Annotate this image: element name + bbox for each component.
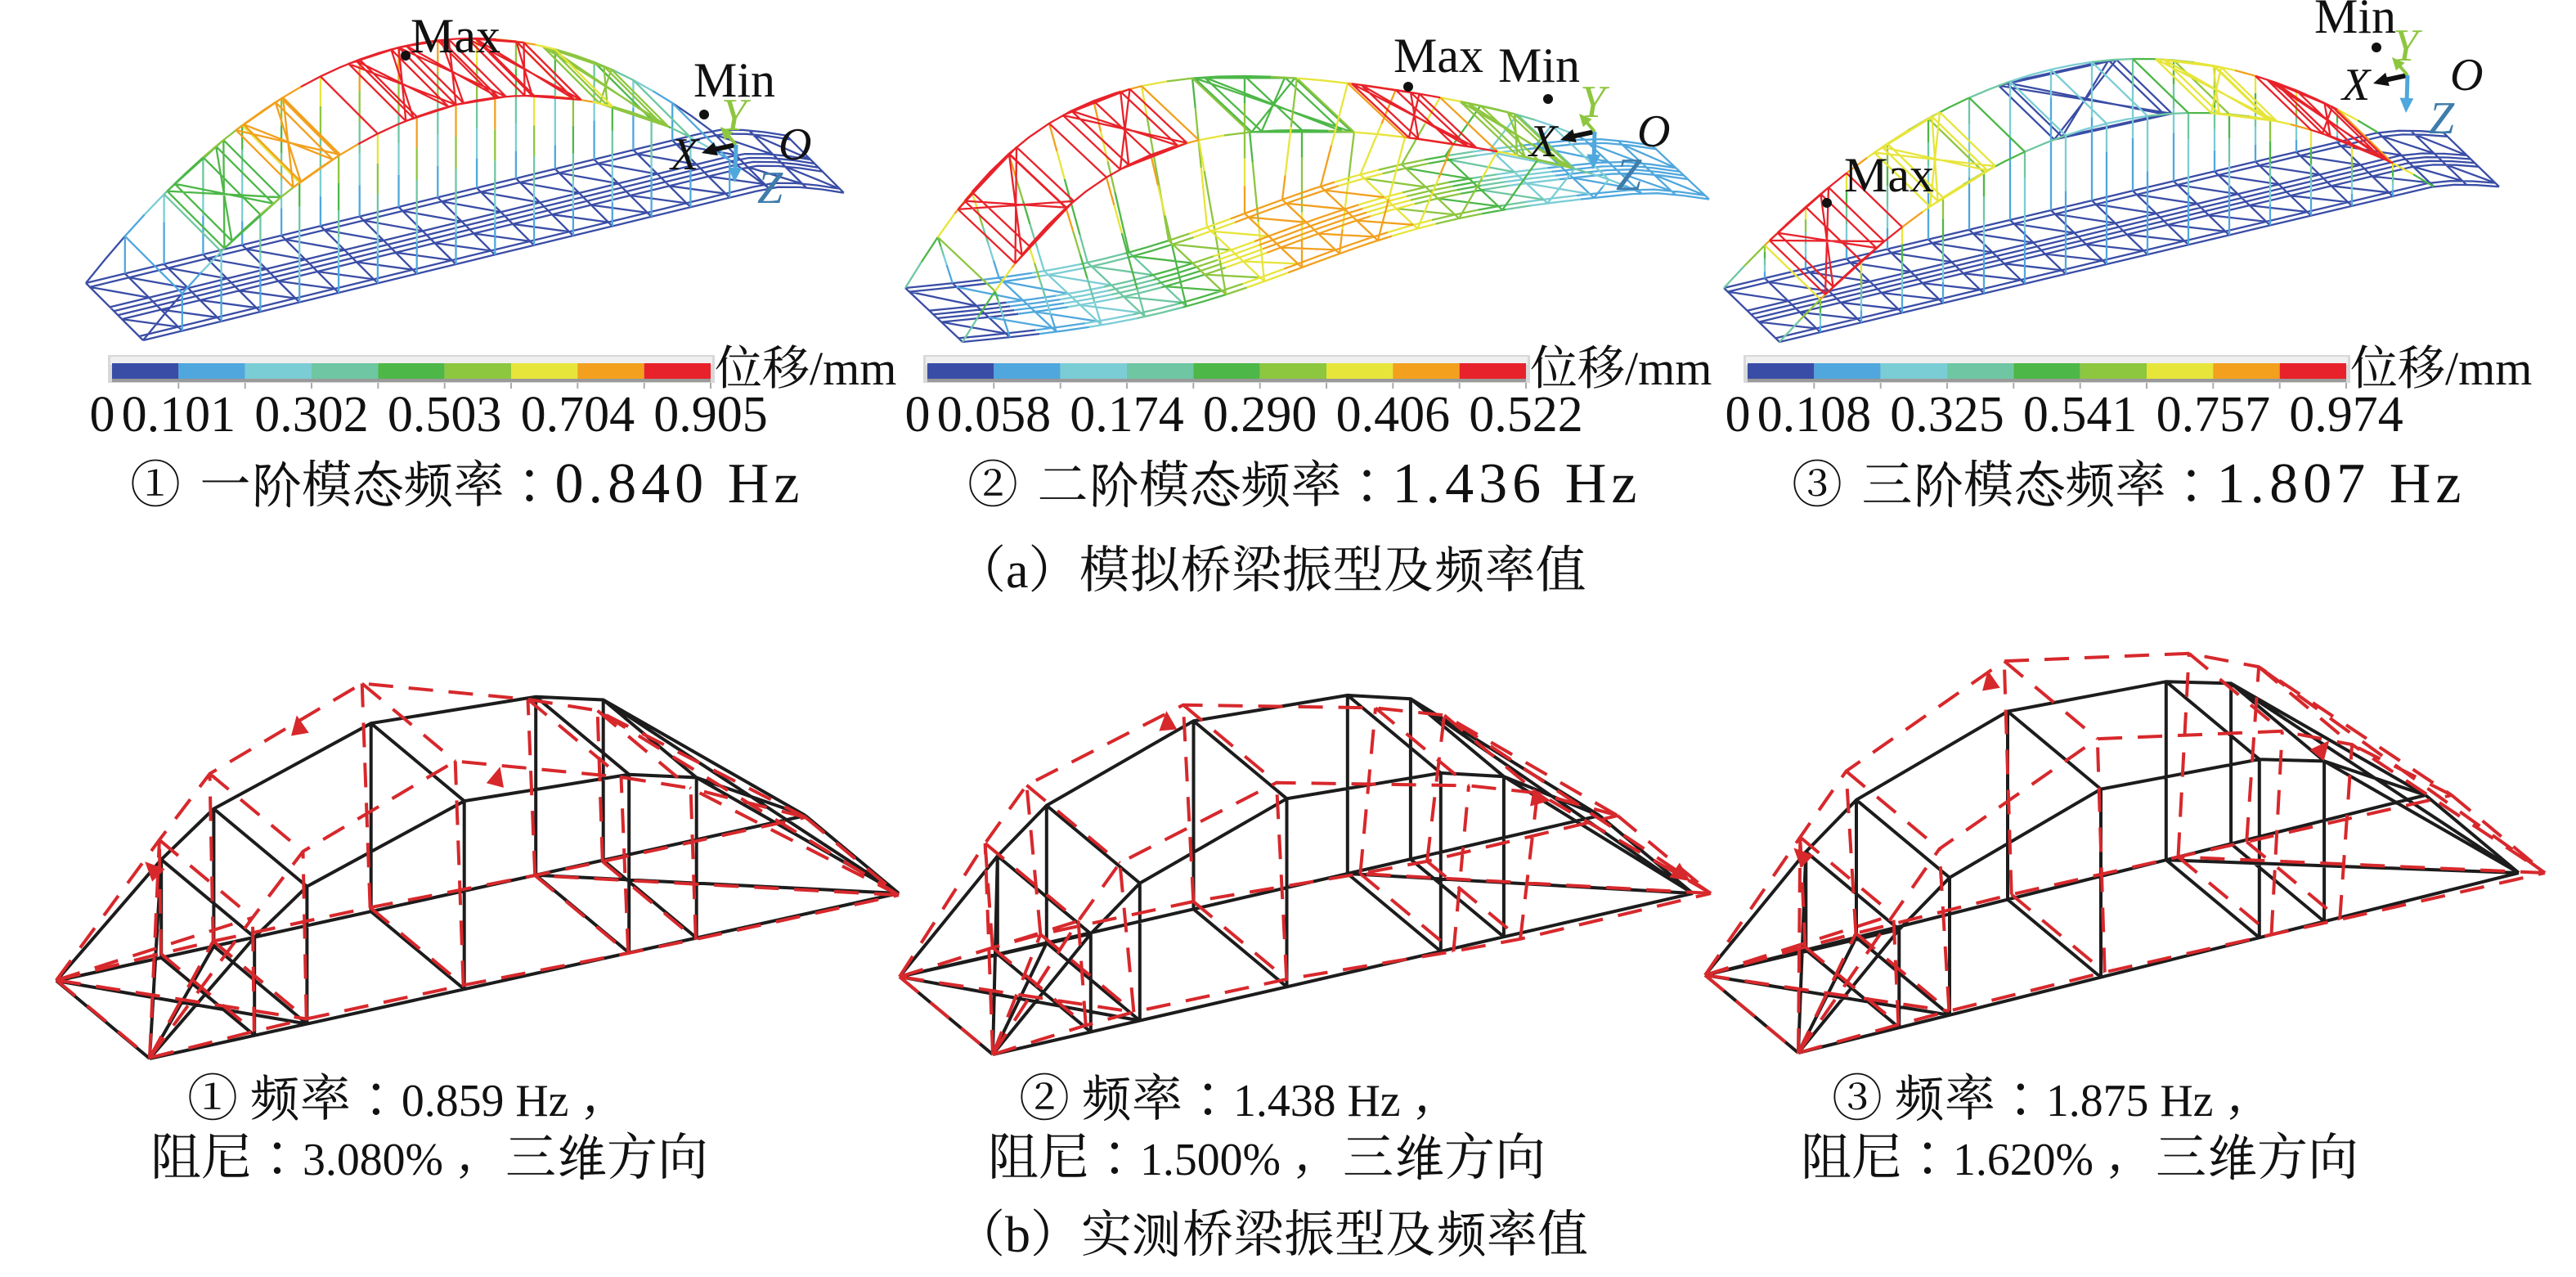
svg-text:0.302: 0.302: [254, 387, 369, 443]
svg-text:3.080%: 3.080%: [303, 1135, 443, 1185]
svg-text:1.436 Hz: 1.436 Hz: [1393, 452, 1642, 515]
svg-text:0.108: 0.108: [1757, 387, 1872, 443]
svg-text:Y: Y: [1580, 77, 1610, 128]
svg-text:0.290: 0.290: [1203, 387, 1317, 443]
svg-text:O: O: [779, 119, 811, 170]
svg-text:0.840 Hz: 0.840 Hz: [555, 452, 805, 515]
svg-text:Max: Max: [1844, 148, 1934, 202]
svg-text:1.875 Hz: 1.875 Hz: [2046, 1076, 2214, 1126]
svg-text:Z: Z: [757, 163, 783, 214]
svg-text:1.807 Hz: 1.807 Hz: [2217, 452, 2466, 515]
svg-text:0.704: 0.704: [521, 387, 635, 443]
svg-text:Max: Max: [411, 9, 500, 63]
svg-text:O: O: [2450, 50, 2483, 101]
svg-text:/mm: /mm: [2445, 342, 2532, 395]
svg-text:/mm: /mm: [810, 342, 896, 395]
svg-text:0.522: 0.522: [1469, 387, 1583, 443]
svg-text:0.503: 0.503: [388, 387, 502, 443]
svg-text:0: 0: [90, 387, 115, 443]
svg-text:0.058: 0.058: [937, 387, 1052, 443]
svg-text:Z: Z: [2429, 93, 2455, 144]
svg-text:0.974: 0.974: [2289, 387, 2403, 443]
svg-text:O: O: [1637, 106, 1670, 157]
svg-text:1.620%: 1.620%: [1953, 1135, 2094, 1185]
svg-text:Min: Min: [693, 53, 775, 107]
svg-text:Y: Y: [721, 90, 752, 141]
svg-text:1.500%: 1.500%: [1140, 1135, 1281, 1185]
svg-text:Z: Z: [1616, 150, 1642, 200]
svg-text:0.541: 0.541: [2023, 387, 2138, 443]
svg-text:Y: Y: [2393, 20, 2423, 71]
svg-text:0.101: 0.101: [122, 387, 236, 443]
svg-text:Max: Max: [1393, 29, 1483, 83]
svg-text:X: X: [669, 129, 701, 180]
svg-text:0.406: 0.406: [1336, 387, 1451, 443]
svg-text:/mm: /mm: [1625, 342, 1712, 395]
svg-text:1.438 Hz: 1.438 Hz: [1233, 1076, 1401, 1126]
svg-text:0.174: 0.174: [1070, 387, 1184, 443]
svg-text:0.859 Hz: 0.859 Hz: [402, 1076, 569, 1126]
svg-text:Min: Min: [1498, 38, 1580, 92]
svg-text:Min: Min: [2314, 0, 2396, 43]
svg-text:0.325: 0.325: [1890, 387, 2004, 443]
svg-text:0: 0: [905, 387, 931, 443]
svg-text:0.757: 0.757: [2156, 387, 2271, 443]
svg-text:0: 0: [1726, 387, 1751, 443]
svg-text:X: X: [2340, 60, 2372, 110]
svg-text:b: b: [1005, 1207, 1030, 1263]
svg-text:a: a: [1006, 543, 1029, 599]
svg-text:0.905: 0.905: [653, 387, 768, 443]
svg-text:X: X: [1528, 116, 1560, 167]
